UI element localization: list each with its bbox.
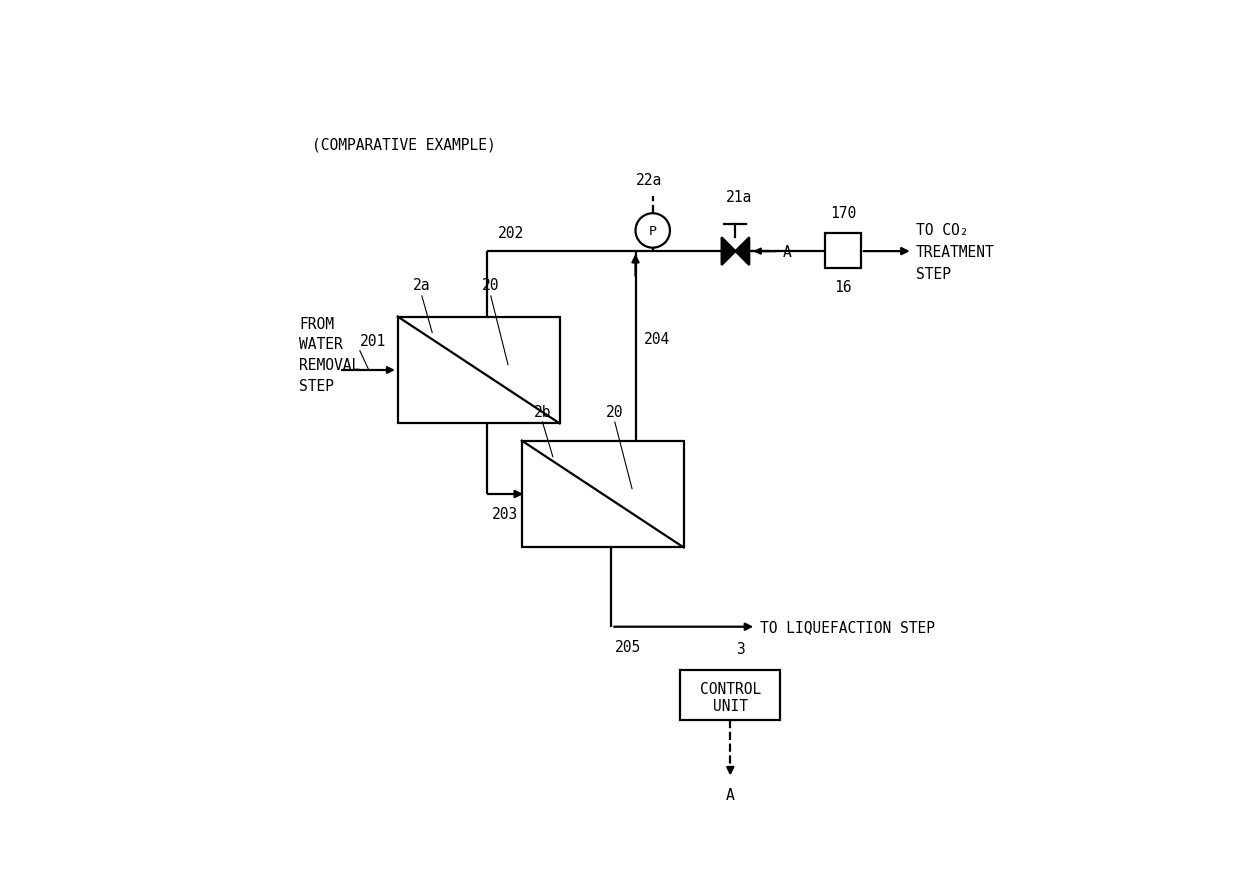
Text: A: A bbox=[782, 244, 791, 259]
Text: 20: 20 bbox=[606, 404, 624, 419]
Text: 205: 205 bbox=[615, 639, 641, 654]
Text: CONTROL: CONTROL bbox=[699, 682, 761, 696]
Text: TO LIQUEFACTION STEP: TO LIQUEFACTION STEP bbox=[760, 620, 935, 635]
Text: 22a: 22a bbox=[636, 173, 662, 188]
Text: A: A bbox=[725, 788, 734, 803]
Polygon shape bbox=[735, 238, 749, 266]
Text: 201: 201 bbox=[360, 333, 386, 349]
Text: 2b: 2b bbox=[533, 404, 552, 419]
Text: (COMPARATIVE EXAMPLE): (COMPARATIVE EXAMPLE) bbox=[311, 138, 495, 153]
Text: 203: 203 bbox=[491, 507, 517, 522]
Text: UNIT: UNIT bbox=[713, 698, 748, 713]
Text: 3: 3 bbox=[737, 642, 745, 656]
Text: REMOVAL: REMOVAL bbox=[299, 358, 361, 373]
Text: P: P bbox=[649, 224, 657, 238]
Bar bbox=[398, 317, 559, 424]
Text: 170: 170 bbox=[830, 206, 856, 221]
Text: 202: 202 bbox=[498, 226, 525, 240]
Text: STEP: STEP bbox=[916, 266, 951, 282]
Text: WATER: WATER bbox=[299, 337, 343, 352]
Text: TREATMENT: TREATMENT bbox=[916, 244, 994, 259]
Text: 21a: 21a bbox=[725, 190, 751, 205]
Polygon shape bbox=[722, 238, 735, 266]
Text: STEP: STEP bbox=[299, 378, 335, 393]
Text: FROM: FROM bbox=[299, 316, 335, 332]
Bar bbox=[522, 441, 683, 548]
Bar bbox=[681, 670, 780, 720]
Text: 204: 204 bbox=[644, 332, 670, 347]
Text: 2a: 2a bbox=[413, 278, 430, 293]
Bar bbox=[825, 233, 861, 269]
Text: 20: 20 bbox=[482, 278, 500, 293]
Text: 16: 16 bbox=[835, 279, 852, 294]
Text: TO CO₂: TO CO₂ bbox=[916, 223, 968, 237]
